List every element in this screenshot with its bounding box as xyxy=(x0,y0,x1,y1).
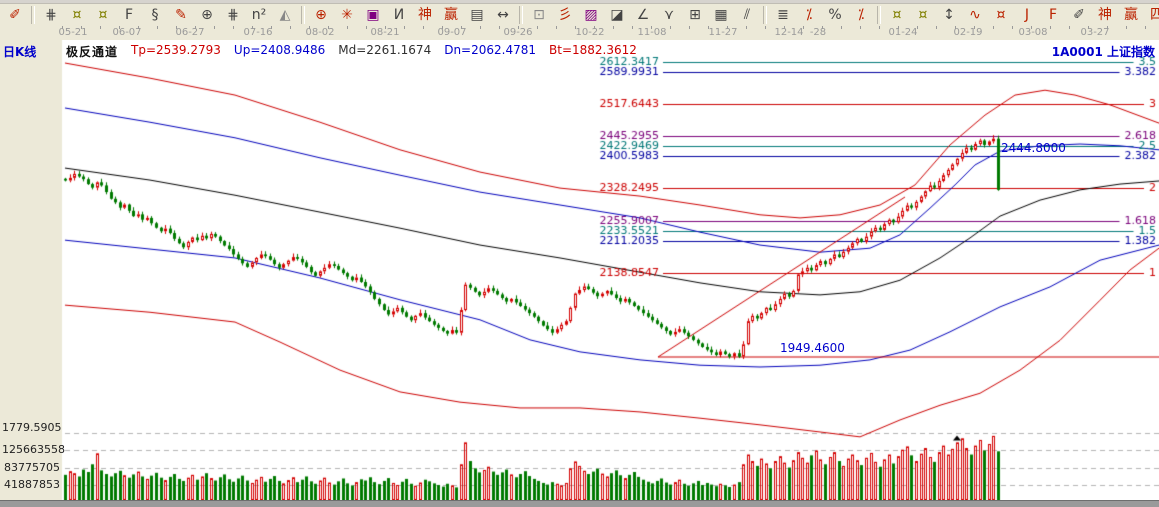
date-label: 08-21 xyxy=(370,27,400,38)
parallel-lines-tool-icon[interactable]: ⫽ xyxy=(743,7,751,23)
indicator-param-bt: Bt=1882.3612 xyxy=(549,43,637,57)
titlebar-strip xyxy=(0,0,1159,4)
shen-tool-icon[interactable]: 神 xyxy=(418,7,432,23)
percent-icon[interactable]: % xyxy=(828,7,842,23)
pen-trend-icon[interactable]: ✐ xyxy=(1073,7,1085,23)
date-label: 06-07 xyxy=(112,27,142,38)
dense-grid-tool-icon[interactable]: ▦ xyxy=(714,7,728,23)
horizontal-measure-tool-icon[interactable]: ↔ xyxy=(497,7,509,23)
date-label: 10-22 xyxy=(575,27,605,38)
period-label: 日K线 xyxy=(3,45,37,59)
n-squared-tool-icon[interactable]: n² xyxy=(251,7,267,23)
grid-box-tool-icon[interactable]: ⊞ xyxy=(689,7,701,23)
horizontal-scrollbar[interactable] xyxy=(0,500,1159,507)
fibonacci-tool-icon[interactable]: F xyxy=(124,7,134,23)
star-burst-tool-icon[interactable]: ✳ xyxy=(341,7,353,23)
gold-lines-icon[interactable]: ¤ xyxy=(918,7,928,23)
instrument-label: 1A0001 上证指数 xyxy=(1051,45,1155,59)
date-label: 02-19 xyxy=(953,27,983,38)
gold-trend-icon[interactable]: ¤ xyxy=(996,7,1006,23)
ying-tool-icon[interactable]: 赢 xyxy=(444,7,458,23)
target-circle-tool-icon[interactable]: ⊕ xyxy=(315,7,327,23)
indicator-param-dn: Dn=2062.4781 xyxy=(444,43,536,57)
date-label: 12-14 xyxy=(774,27,804,38)
pen-draw-tool-icon[interactable]: ✐ xyxy=(9,7,21,23)
gann-fan-tool-icon[interactable]: 彡 xyxy=(558,7,572,23)
indicator-param-up: Up=2408.9486 xyxy=(233,43,326,57)
chart-canvas[interactable] xyxy=(0,40,1159,500)
percent-level-icon[interactable]: ⁒ xyxy=(857,7,865,23)
date-label: 09-07 xyxy=(437,27,467,38)
spiral-square-tool-icon[interactable]: ▣ xyxy=(366,7,380,23)
check-lines-tool-icon[interactable]: ⋎ xyxy=(663,7,675,23)
date-label: -28 xyxy=(809,27,827,38)
ruler-grid-tool-icon[interactable]: ⋕ xyxy=(227,7,239,23)
wave-indicator-icon[interactable]: ∿ xyxy=(969,7,981,23)
left-axis-label: 83775705 xyxy=(4,461,60,474)
dark-fan-box-tool-icon[interactable]: ◪ xyxy=(610,7,624,23)
wave-mark-tool-icon[interactable]: И xyxy=(393,7,405,23)
major-low-label: 1949.4600 xyxy=(780,341,845,355)
gold-tool-2-icon[interactable]: ¤ xyxy=(98,7,108,23)
axes-box-tool-icon[interactable]: ⊡ xyxy=(533,7,545,23)
indicator-row: 极反通道 Tp=2539.2793 Up=2408.9486 Md=2261.167… xyxy=(66,43,637,60)
ruler-123-tool-icon[interactable]: ▤ xyxy=(470,7,484,23)
toolbar-separator xyxy=(763,6,767,24)
shaded-fan-box-tool-icon[interactable]: ▨ xyxy=(584,7,598,23)
shen-trend-icon[interactable]: 神 xyxy=(1098,7,1112,23)
recent-high-label: 2444.8000 xyxy=(1001,141,1066,155)
left-axis-label: 1779.5905 xyxy=(2,421,62,434)
date-label: 09-26 xyxy=(503,27,533,38)
main-toolbar: ✐ ⋕ ¤ ¤ F § ✎ ⊕ ⋕ n² ◭ ⊕ ✳ ▣ И 神赢 ▤ ↔ ⊡ 彡 ▨ ◪ ∠ ⋎ ⊞ ▦ ⫽ ≣ ⁒% ⁒ ¤ ¤ ↕ ∿ ¤ J F… xyxy=(0,4,1159,26)
date-label: 11-08 xyxy=(637,27,667,38)
pencil-dots-tool-icon[interactable]: ✎ xyxy=(175,7,187,23)
j-trend-icon[interactable]: J xyxy=(1024,7,1030,23)
ying-trend-icon[interactable]: 赢 xyxy=(1124,7,1138,23)
f-trend-icon[interactable]: F xyxy=(1048,7,1058,23)
gold-tool-1-icon[interactable]: ¤ xyxy=(72,7,82,23)
toolbar-separator xyxy=(519,6,523,24)
percent-line-icon[interactable]: ⁒ xyxy=(805,7,813,23)
indicator-param-tp: Tp=2539.2793 xyxy=(131,43,221,57)
toolbar-separator xyxy=(877,6,881,24)
indicator-name: 极反通道 xyxy=(66,45,119,59)
date-label: 03-08 xyxy=(1018,27,1048,38)
angle-lines-tool-icon[interactable]: ∠ xyxy=(636,7,650,23)
indicator-param-md: Md=2261.1674 xyxy=(338,43,432,57)
grid-tool-icon[interactable]: ⋕ xyxy=(45,7,57,23)
cycle-wheel-tool-icon[interactable]: ⊕ xyxy=(201,7,213,23)
date-label: 01-24 xyxy=(888,27,918,38)
triangle-tool-icon[interactable]: ◭ xyxy=(279,7,291,23)
si-trend-icon[interactable]: 四 xyxy=(1150,7,1159,23)
date-label: 03-27 xyxy=(1080,27,1110,38)
toolbar-separator xyxy=(31,6,35,24)
date-label: 05-21 xyxy=(58,27,88,38)
date-label: 08-02 xyxy=(305,27,335,38)
vertical-measure-icon[interactable]: ↕ xyxy=(943,7,955,23)
spiral-tool-icon[interactable]: § xyxy=(151,7,159,23)
date-label: 06-27 xyxy=(175,27,205,38)
date-label: 07-16 xyxy=(243,27,273,38)
left-axis-label: 41887853 xyxy=(4,478,60,491)
toolbar-separator xyxy=(301,6,305,24)
left-axis-label: 125663558 xyxy=(2,443,65,456)
bar-stats-icon[interactable]: ≣ xyxy=(777,7,789,23)
gold-circle-icon[interactable]: ¤ xyxy=(892,7,902,23)
date-axis: 05-21 06-07 06-27 07-16 08-02 08-21 09-07 09-26… xyxy=(0,26,1159,41)
date-label: 11-27 xyxy=(708,27,738,38)
